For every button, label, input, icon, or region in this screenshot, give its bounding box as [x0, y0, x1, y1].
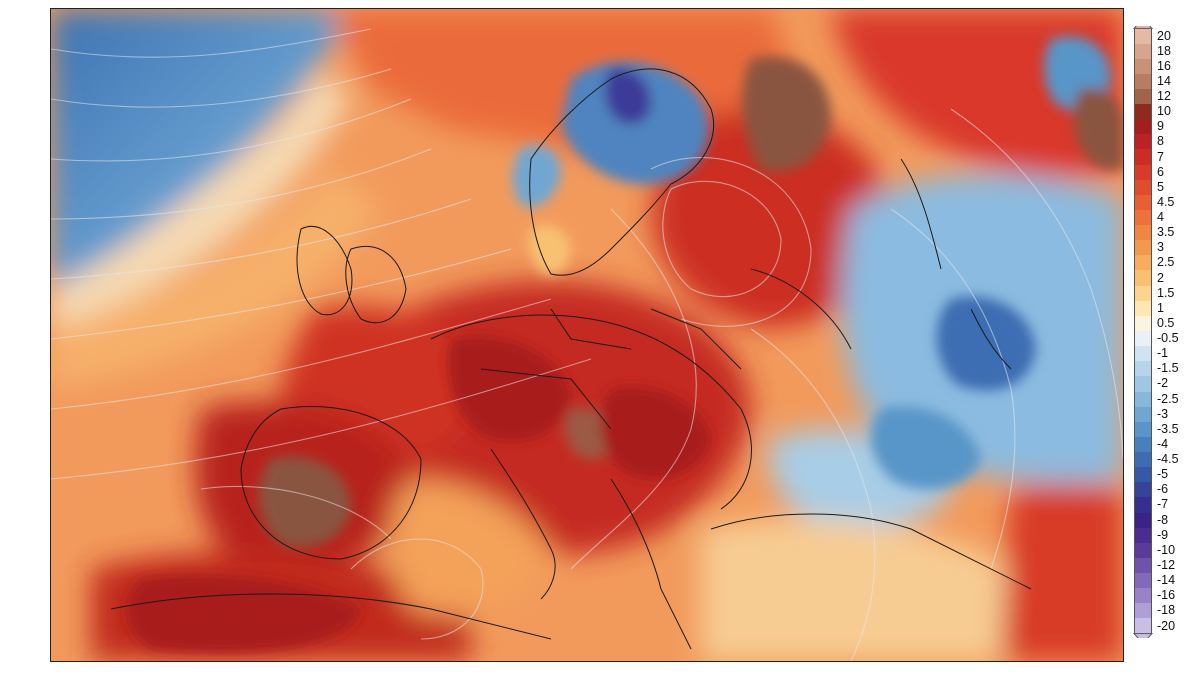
north-atlantic-anomaly	[51, 9, 351, 289]
legend-tick-label: -3	[1157, 406, 1169, 421]
legend-color-box	[1134, 406, 1152, 422]
legend-tick-label: -9	[1157, 527, 1169, 542]
legend-color-box	[1134, 119, 1152, 135]
iberia-anomaly	[258, 456, 351, 548]
legend-tick-label: -18	[1157, 603, 1176, 618]
legend-tick-label: -10	[1157, 542, 1176, 557]
legend-tick-label: 7	[1157, 149, 1164, 164]
legend-color-box	[1134, 588, 1152, 604]
legend-tick-label: 4	[1157, 210, 1164, 225]
temperature-anomaly-map	[50, 8, 1124, 662]
legend-tick-label: 5	[1157, 179, 1164, 194]
legend-arrow-up	[1132, 26, 1154, 29]
legend-color-box	[1134, 28, 1152, 44]
legend-color-box	[1134, 467, 1152, 483]
legend-color-box	[1134, 603, 1152, 619]
legend-tick-label: 8	[1157, 134, 1164, 149]
legend-color-box	[1134, 376, 1152, 392]
map-canvas	[51, 9, 1123, 661]
north-russia-anomaly	[742, 56, 831, 172]
legend-tick-label: -1.5	[1157, 361, 1179, 376]
legend-tick-label: -14	[1157, 573, 1176, 588]
legend-tick-label: -2	[1157, 376, 1169, 391]
legend-color-box	[1134, 618, 1152, 634]
legend-color-box	[1134, 194, 1152, 210]
legend-arrows	[1132, 26, 1154, 638]
legend-color-box	[1134, 270, 1152, 286]
legend-tick-label: 3	[1157, 240, 1164, 255]
legend-tick-label: 2	[1157, 270, 1164, 285]
legend-tick-label: -20	[1157, 618, 1176, 633]
legend-color-box	[1134, 43, 1152, 59]
legend-color-box	[1134, 285, 1152, 301]
legend-tick-label: -8	[1157, 512, 1169, 527]
legend-tick-label: 12	[1157, 89, 1171, 103]
legend-color-box	[1134, 104, 1152, 120]
legend-color-box	[1134, 315, 1152, 331]
legend-tick-label: -12	[1157, 557, 1176, 572]
legend-color-box	[1134, 331, 1152, 347]
legend-color-box	[1134, 361, 1152, 377]
legend-tick-label: 16	[1157, 58, 1171, 73]
legend-tick-label: 20	[1157, 28, 1171, 43]
legend-color-box	[1134, 452, 1152, 468]
legend-color-box	[1134, 88, 1152, 105]
legend-tick-label: 14	[1157, 73, 1171, 88]
legend-tick-label: -16	[1157, 588, 1176, 603]
legend-color-box	[1134, 482, 1152, 498]
legend-tick-label: 3.5	[1157, 225, 1175, 240]
color-scale-legend: 20 18 16 14 12 10 9 8 7 6 5 4.5 4 3.5 3 2.5 2 1.5 1 0.5 -0.5…	[1130, 26, 1200, 638]
legend-color-box	[1134, 209, 1152, 226]
legend-tick-label: -7	[1157, 497, 1169, 512]
legend-color-box	[1134, 573, 1152, 589]
legend-tick-label: -6	[1157, 482, 1169, 497]
legend-tick-label: 1	[1157, 300, 1164, 315]
legend-tick-label: 0.5	[1157, 315, 1175, 330]
legend-color-box	[1134, 225, 1152, 241]
legend-tick-label: 6	[1157, 164, 1164, 179]
legend-color-box	[1134, 527, 1152, 543]
legend-color-box	[1134, 436, 1152, 453]
legend-color-box	[1134, 497, 1152, 513]
legend-tick-label: 4.5	[1157, 194, 1175, 209]
legend-tick-label: -4.5	[1157, 452, 1179, 467]
legend-color-box	[1134, 300, 1152, 316]
legend-tick-label: 1.5	[1157, 285, 1175, 300]
legend-color-box	[1134, 557, 1152, 574]
legend-arrow-down	[1132, 633, 1154, 638]
legend-tick-label: -5	[1157, 467, 1169, 482]
legend-color-box	[1134, 346, 1152, 362]
legend-tick-label: 18	[1157, 43, 1171, 58]
legend-color-box	[1134, 240, 1152, 256]
legend-color-box	[1134, 255, 1152, 271]
legend-color-box	[1134, 134, 1152, 150]
legend-tick-label: -3.5	[1157, 421, 1179, 436]
legend-color-box	[1134, 421, 1152, 437]
legend-tick-label: -1	[1157, 346, 1169, 361]
legend-color-box	[1134, 164, 1152, 180]
legend-color-box	[1134, 73, 1152, 89]
legend-tick-label: -4	[1157, 436, 1169, 451]
coastlines	[110, 68, 1032, 650]
legend-color-box	[1134, 179, 1152, 195]
legend-tick-label: 9	[1157, 119, 1164, 134]
legend-color-box	[1134, 512, 1152, 528]
legend-color-box	[1134, 58, 1152, 74]
legend-tick-label: -2.5	[1157, 391, 1179, 406]
wind-streamlines	[51, 28, 1123, 661]
legend-color-box	[1134, 149, 1152, 165]
legend-color-box	[1134, 391, 1152, 407]
legend-color-box	[1134, 542, 1152, 558]
legend-tick-label: -0.5	[1157, 331, 1179, 346]
legend-tick-label: 10	[1157, 104, 1171, 119]
legend-tick-label: 2.5	[1157, 255, 1175, 270]
